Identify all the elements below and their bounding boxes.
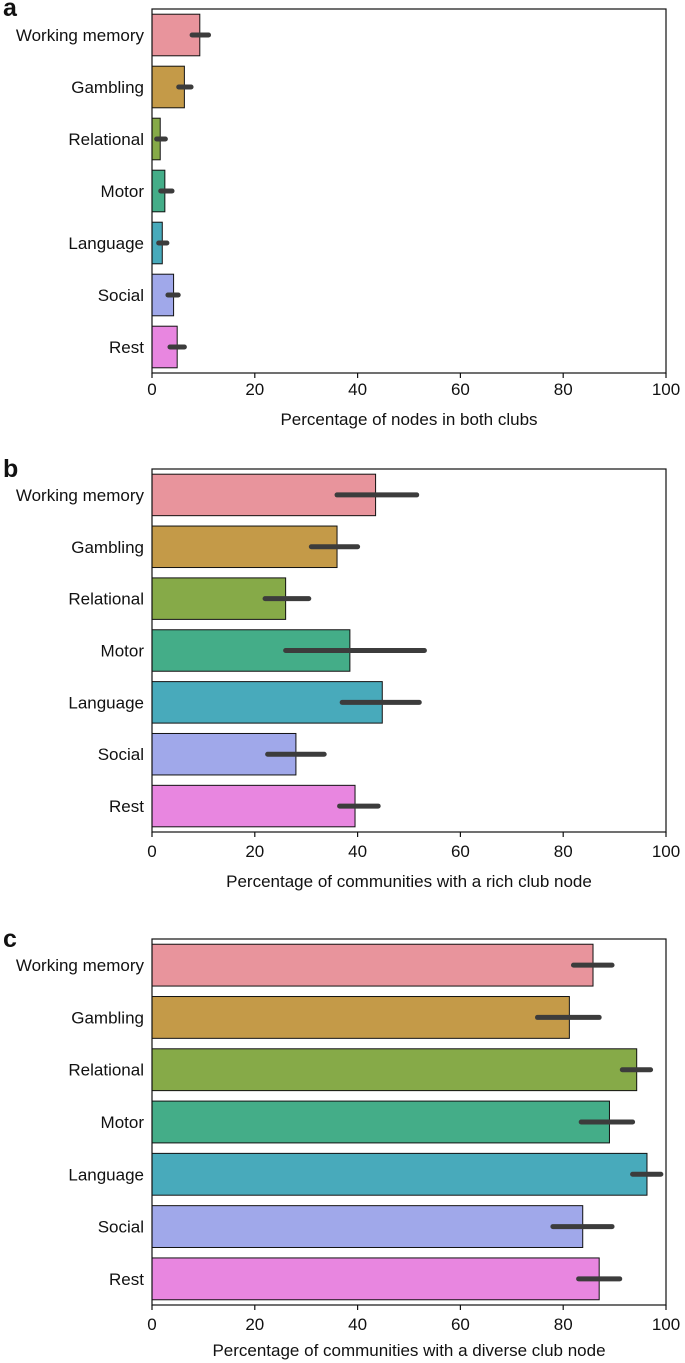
x-tick-label: 80	[554, 842, 573, 861]
x-tick-label: 0	[147, 842, 156, 861]
category-label: Rest	[109, 797, 144, 816]
x-axis-title: Percentage of communities with a diverse…	[212, 1341, 605, 1360]
x-tick-label: 100	[652, 380, 680, 399]
category-label: Relational	[68, 590, 144, 609]
bar-gambling	[151, 525, 338, 569]
bar-working-memory	[151, 943, 594, 987]
chart-panel-b: b Working memory Gambling Relational Motor La…	[3, 455, 680, 891]
x-tick-label: 60	[451, 1315, 470, 1334]
x-tick-label: 0	[147, 1315, 156, 1334]
category-label: Social	[98, 745, 144, 764]
bar-social	[151, 1205, 584, 1248]
category-label: Relational	[68, 130, 144, 149]
bar-gambling	[151, 996, 570, 1039]
x-axis-title: Percentage of communities with a rich cl…	[226, 872, 592, 891]
x-tick-label: 40	[348, 1315, 367, 1334]
chart-panel-a: a Working memory Gambling Relational Motor La…	[3, 0, 680, 429]
bar-motor	[151, 1100, 610, 1144]
bar-language	[151, 1152, 648, 1196]
category-label: Motor	[101, 1113, 145, 1132]
category-label: Working memory	[16, 486, 145, 505]
bar-rest	[151, 784, 356, 828]
axes-frame	[151, 8, 667, 374]
panel-letter: b	[3, 455, 18, 483]
x-tick-label: 20	[245, 1315, 264, 1334]
category-label: Working memory	[16, 956, 145, 975]
x-axis-title: Percentage of nodes in both clubs	[280, 410, 537, 429]
chart-panel-c: c Working memory Gambling Relational Motor La…	[3, 925, 680, 1360]
category-label: Rest	[109, 338, 144, 357]
category-label: Language	[68, 234, 144, 253]
axes-frame	[151, 938, 667, 1306]
x-tick-label: 100	[652, 842, 680, 861]
category-label: Social	[98, 286, 144, 305]
category-label: Motor	[101, 642, 145, 661]
category-label: Gambling	[71, 78, 144, 97]
category-label: Rest	[109, 1270, 144, 1289]
bar-relational	[151, 1048, 638, 1092]
x-tick-label: 60	[451, 842, 470, 861]
x-tick-label: 0	[147, 380, 156, 399]
category-label: Relational	[68, 1061, 144, 1080]
x-tick-label: 20	[245, 380, 264, 399]
category-label: Working memory	[16, 26, 145, 45]
category-label: Gambling	[71, 1008, 144, 1027]
x-tick-label: 40	[348, 842, 367, 861]
category-label: Language	[68, 1165, 144, 1184]
x-tick-label: 20	[245, 842, 264, 861]
x-tick-label: 80	[554, 1315, 573, 1334]
x-tick-label: 100	[652, 1315, 680, 1334]
panel-letter: c	[3, 925, 17, 953]
x-tick-label: 60	[451, 380, 470, 399]
category-label: Social	[98, 1218, 144, 1237]
category-label: Language	[68, 693, 144, 712]
x-tick-label: 80	[554, 380, 573, 399]
category-label: Motor	[101, 182, 145, 201]
x-tick-label: 40	[348, 380, 367, 399]
bar-rest	[151, 1257, 600, 1301]
panel-letter: a	[3, 0, 18, 22]
category-label: Gambling	[71, 538, 144, 557]
axes-frame	[151, 468, 667, 833]
